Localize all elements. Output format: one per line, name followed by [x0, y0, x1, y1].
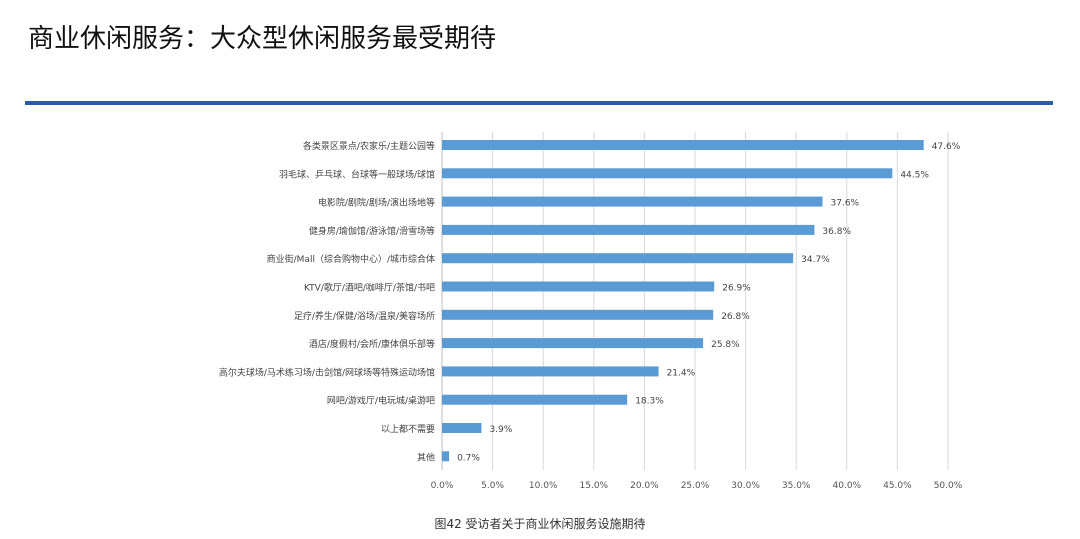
bar — [442, 309, 714, 320]
x-tick-label: 10.0% — [529, 481, 558, 491]
bar — [442, 196, 823, 207]
x-tick-label: 45.0% — [883, 481, 912, 491]
data-label: 34.7% — [801, 255, 830, 265]
category-label: 商业街/Mall（综合购物中心）/城市综合体 — [267, 253, 435, 265]
x-tick-label: 20.0% — [630, 481, 659, 491]
category-label: 其他 — [417, 451, 435, 463]
x-tick-label: 5.0% — [481, 481, 504, 491]
bar — [442, 140, 924, 150]
title-divider — [25, 101, 1053, 105]
data-label: 0.7% — [457, 453, 480, 463]
bar — [442, 423, 482, 433]
category-label: KTV/歌厅/酒吧/咖啡厅/茶馆/书吧 — [304, 282, 435, 294]
bar — [442, 168, 893, 179]
data-label: 21.4% — [667, 368, 696, 378]
category-label: 健身房/瑜伽馆/游泳馆/滑雪场等 — [309, 225, 435, 237]
data-label: 36.8% — [822, 227, 851, 237]
x-tick-label: 40.0% — [833, 481, 862, 491]
x-tick-label: 0.0% — [431, 481, 454, 491]
x-tick-label: 35.0% — [782, 481, 811, 491]
x-tick-label: 30.0% — [731, 481, 760, 491]
category-label: 高尔夫球场/马术练习场/击剑馆/网球场等特殊运动场馆 — [219, 366, 435, 378]
chart-caption: 图42 受访者关于商业休闲服务设施期待 — [434, 517, 646, 531]
category-label: 各类景区景点/农家乐/主题公园等 — [303, 140, 435, 152]
x-tick-label: 25.0% — [681, 481, 710, 491]
bar — [442, 366, 659, 377]
data-label: 25.8% — [711, 340, 740, 350]
data-label: 26.8% — [721, 312, 750, 322]
data-label: 3.9% — [489, 425, 512, 435]
data-label: 18.3% — [635, 397, 664, 407]
data-label: 44.5% — [900, 170, 929, 180]
bar — [442, 281, 715, 292]
bar — [442, 224, 815, 235]
page-title: 商业休闲服务：大众型休闲服务最受期待 — [28, 24, 497, 54]
bar — [442, 451, 450, 462]
data-label: 47.6% — [932, 142, 961, 152]
category-label: 以上都不需要 — [381, 424, 435, 435]
category-label: 羽毛球、乒乓球、台球等一般球场/球馆 — [279, 168, 435, 180]
bar — [442, 253, 794, 264]
x-tick-label: 15.0% — [580, 481, 609, 491]
category-label: 酒店/度假村/会所/康体俱乐部等 — [309, 338, 435, 350]
bar — [442, 338, 704, 349]
category-label: 电影院/剧院/剧场/演出场地等 — [318, 197, 435, 209]
data-label: 37.6% — [831, 199, 860, 209]
category-label: 足疗/养生/保健/浴场/温泉/美容场所 — [294, 310, 435, 322]
category-label: 网吧/游戏厅/电玩城/桌游吧 — [327, 395, 435, 407]
data-label: 26.9% — [722, 284, 751, 294]
x-tick-label: 50.0% — [934, 481, 963, 491]
bar — [442, 394, 628, 405]
